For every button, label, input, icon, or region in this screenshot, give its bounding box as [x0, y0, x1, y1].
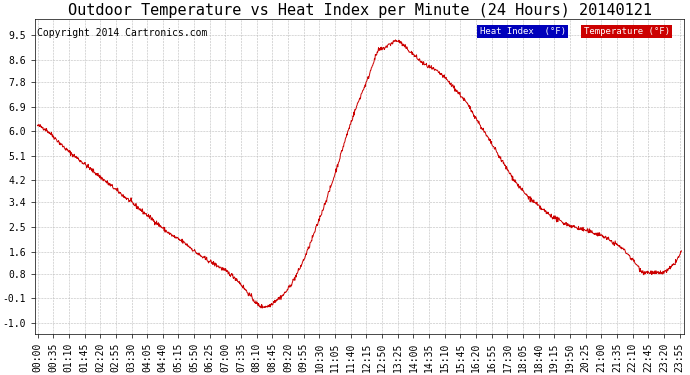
Text: Copyright 2014 Cartronics.com: Copyright 2014 Cartronics.com	[37, 28, 207, 38]
Text: Heat Index  (°F): Heat Index (°F)	[480, 27, 566, 36]
Text: Temperature (°F): Temperature (°F)	[584, 27, 669, 36]
Title: Outdoor Temperature vs Heat Index per Minute (24 Hours) 20140121: Outdoor Temperature vs Heat Index per Mi…	[68, 3, 652, 18]
